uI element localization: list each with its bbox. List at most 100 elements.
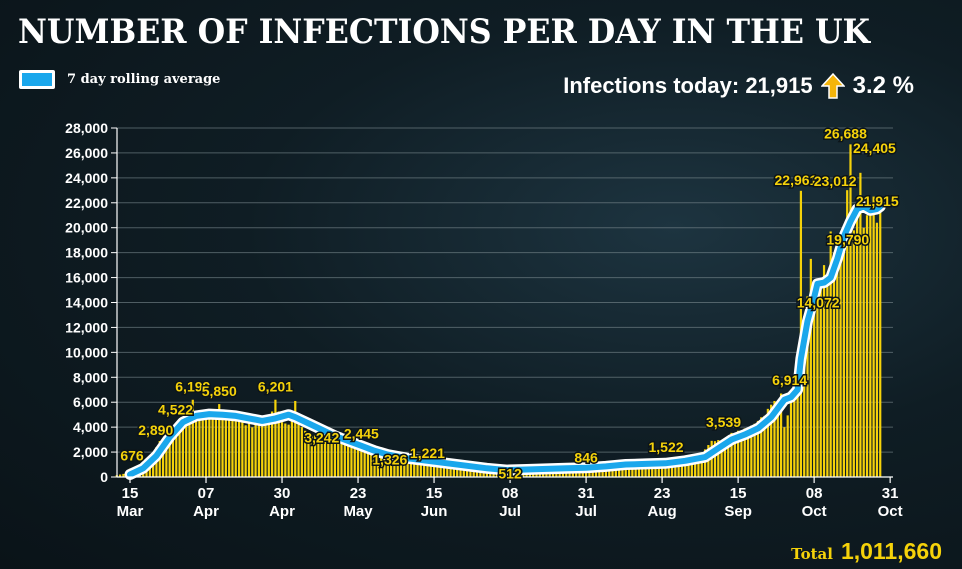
bar (674, 458, 677, 477)
bar (654, 464, 657, 477)
data-label: 4,522 (158, 402, 193, 418)
bar (257, 424, 260, 477)
data-label: 1,221 (410, 445, 445, 461)
bar (181, 419, 184, 477)
y-tick-label: 8,000 (73, 369, 108, 385)
bar (618, 464, 621, 477)
bar (218, 404, 221, 477)
bar (413, 460, 416, 477)
bar (703, 449, 707, 477)
bar (419, 461, 422, 477)
bar (178, 420, 181, 477)
x-tick-month: Apr (269, 503, 295, 520)
y-tick-label: 18,000 (65, 245, 108, 261)
x-tick-month: Apr (193, 503, 219, 520)
bar (330, 440, 333, 477)
bar (677, 458, 680, 477)
bar (763, 415, 766, 477)
bar (680, 458, 684, 477)
bar (333, 439, 337, 477)
bar (290, 412, 294, 477)
bar (806, 296, 809, 477)
data-label: 6,201 (258, 379, 293, 395)
bar (641, 463, 644, 477)
bar (353, 446, 356, 477)
bar (783, 427, 786, 477)
bar (740, 431, 743, 477)
data-label: 22,961 (775, 172, 818, 188)
bar (370, 450, 373, 477)
x-tick-day: 07 (198, 485, 215, 502)
bar (651, 463, 654, 477)
bar (211, 411, 214, 477)
y-tick-label: 26,000 (65, 145, 108, 161)
bar (254, 424, 257, 477)
bar (637, 463, 641, 477)
data-label: 19,790 (826, 231, 869, 247)
bar (237, 419, 241, 477)
bar (261, 423, 264, 477)
bar (773, 400, 776, 477)
bar (350, 445, 353, 477)
bar (234, 419, 237, 477)
bar (737, 430, 740, 477)
x-tick-day: 30 (274, 485, 291, 502)
bar (819, 287, 822, 477)
bar (634, 464, 637, 477)
bar (449, 464, 452, 477)
data-label: 26,688 (824, 125, 867, 141)
bar (241, 421, 244, 477)
bar (188, 409, 191, 477)
bar (720, 440, 723, 477)
bar (684, 458, 687, 477)
y-tick-label: 16,000 (65, 270, 108, 286)
data-label: 2,445 (344, 426, 379, 442)
x-tick-month: May (343, 503, 373, 520)
bar (849, 144, 852, 477)
bar (859, 172, 862, 477)
infections-today-change: 3.2 % (852, 72, 914, 99)
x-tick-month: Sep (724, 503, 752, 520)
bar (829, 231, 832, 477)
bar (175, 424, 178, 477)
data-label: 3,539 (706, 414, 741, 430)
bar (221, 411, 224, 477)
bar (872, 196, 875, 477)
legend: 7 day rolling average (19, 70, 220, 89)
bar (459, 465, 462, 477)
bar (118, 474, 122, 477)
bar (664, 460, 667, 477)
bar (201, 420, 204, 477)
legend-swatch-rolling-average (19, 70, 55, 89)
bar (793, 398, 796, 477)
x-tick-month: Jul (499, 503, 521, 520)
bar (661, 462, 664, 477)
bar (251, 427, 254, 477)
data-label: 1,326 (372, 451, 407, 467)
x-tick-day: 08 (806, 485, 823, 502)
data-label: 21,915 (856, 193, 899, 209)
bar (452, 465, 455, 477)
data-label: 676 (120, 448, 144, 464)
bar (839, 258, 842, 477)
bar (753, 423, 756, 477)
bar (277, 411, 280, 477)
bar (647, 464, 650, 477)
bar (264, 423, 267, 477)
bar (396, 459, 399, 477)
bar (687, 457, 690, 477)
bar (426, 461, 429, 477)
x-tick-day: 31 (882, 485, 899, 502)
x-tick-day: 15 (122, 485, 139, 502)
x-tick-month: Oct (878, 503, 903, 520)
bar (746, 428, 750, 477)
total-value: 1,011,660 (840, 538, 942, 564)
bar (862, 227, 865, 477)
y-tick-label: 22,000 (65, 195, 108, 211)
x-tick-month: Oct (802, 503, 827, 520)
data-label: 14,072 (797, 295, 840, 311)
bar (267, 420, 270, 477)
bar (208, 415, 211, 477)
chart-title: NUMBER OF INFECTIONS PER DAY IN THE UK (18, 12, 871, 52)
